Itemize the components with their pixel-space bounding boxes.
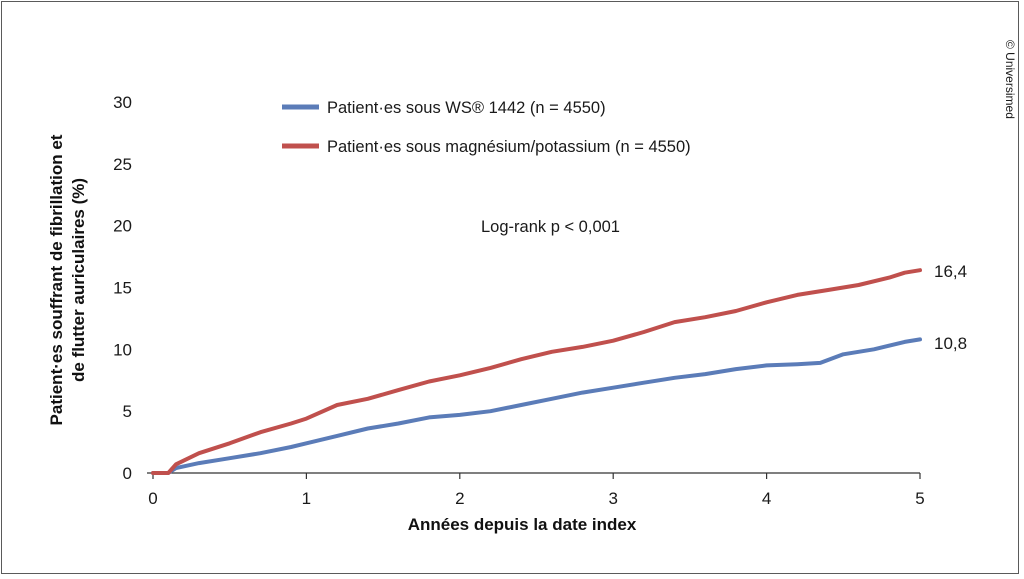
y-tick-labels: 0 5 10 15 20 25 30 [113, 93, 132, 483]
copyright-text: © Universimed [1003, 40, 1017, 119]
y-tick-label: 15 [113, 279, 132, 298]
legend-label-ws1442: Patient·es sous WS® 1442 (n = 4550) [327, 99, 606, 117]
axes [147, 472, 921, 479]
y-tick-label: 5 [123, 402, 132, 421]
x-tick-labels: 0 1 2 3 4 5 [148, 489, 924, 508]
y-tick-label: 10 [113, 340, 132, 359]
x-tick-label: 4 [762, 489, 771, 508]
series-line-ws1442 [151, 337, 922, 475]
y-tick-label: 20 [113, 217, 132, 236]
x-axis-title: Années depuis la date index [408, 515, 637, 534]
end-label-magnesium-potassium: 16,4 [934, 262, 967, 281]
x-tick-label: 0 [148, 489, 157, 508]
y-tick-label: 25 [113, 155, 132, 174]
x-tick-label: 1 [302, 489, 311, 508]
y-axis-title-line-2: de flutter auriculaires (%) [69, 178, 88, 382]
y-tick-label: 30 [113, 93, 132, 112]
series-line-magnesium-potassium [151, 268, 922, 475]
y-axis-title-line-1: Patient·es souffrant de fibrillation et [47, 134, 66, 425]
log-rank-annotation: Log-rank p < 0,001 [481, 218, 620, 236]
legend: Patient·es sous WS® 1442 (n = 4550) Pati… [282, 99, 691, 156]
x-tick-label: 5 [915, 489, 924, 508]
x-tick-label: 3 [608, 489, 617, 508]
end-label-ws1442: 10,8 [934, 334, 967, 353]
series-lines [151, 268, 922, 475]
legend-label-magnesium-potassium: Patient·es sous magnésium/potassium (n =… [327, 138, 691, 156]
copyright-notice: © Universimed [1003, 40, 1017, 119]
y-axis-title: Patient·es souffrant de fibrillation et … [47, 134, 88, 425]
x-tick-label: 2 [455, 489, 464, 508]
y-tick-label: 0 [123, 464, 132, 483]
